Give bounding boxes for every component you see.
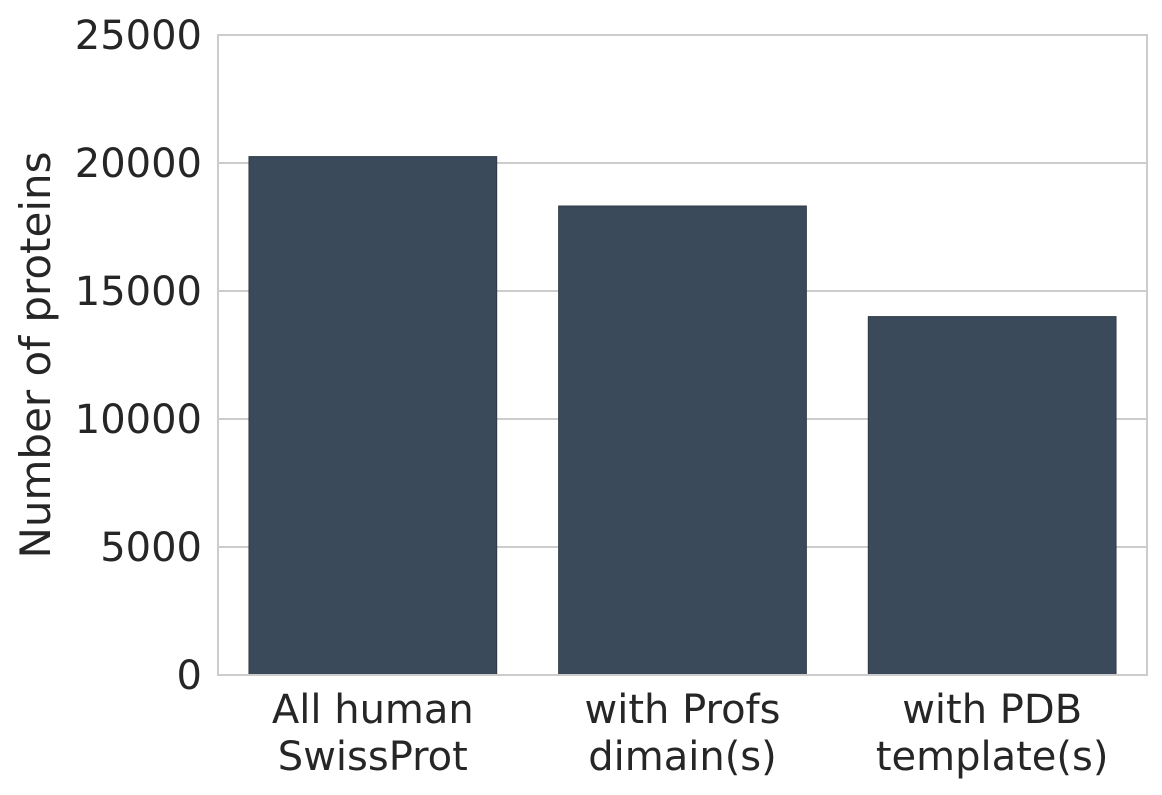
y-tick-label: 5000 (100, 525, 202, 571)
bars (248, 156, 1117, 676)
y-tick-labels: 0 5000 10000 15000 20000 25000 (75, 13, 202, 699)
x-tick-label: with Profs dimain(s) (585, 687, 781, 780)
x-tick-label: All human SwissProt (272, 687, 474, 780)
bar (248, 156, 498, 676)
plot-frame (217, 34, 1148, 676)
x-tick-label: with PDB template(s) (876, 687, 1109, 780)
y-tick-label: 20000 (75, 141, 202, 187)
x-tick-labels: All human SwissProt with Profs dimain(s) wit… (272, 687, 1109, 780)
y-tick-label: 25000 (75, 13, 202, 59)
y-axis-label: Number of proteins (11, 151, 60, 558)
y-tick-label: 0 (177, 653, 202, 699)
y-tick-label: 10000 (75, 397, 202, 443)
bar (558, 205, 807, 676)
bar (867, 316, 1117, 676)
y-tick-label: 15000 (75, 269, 202, 315)
